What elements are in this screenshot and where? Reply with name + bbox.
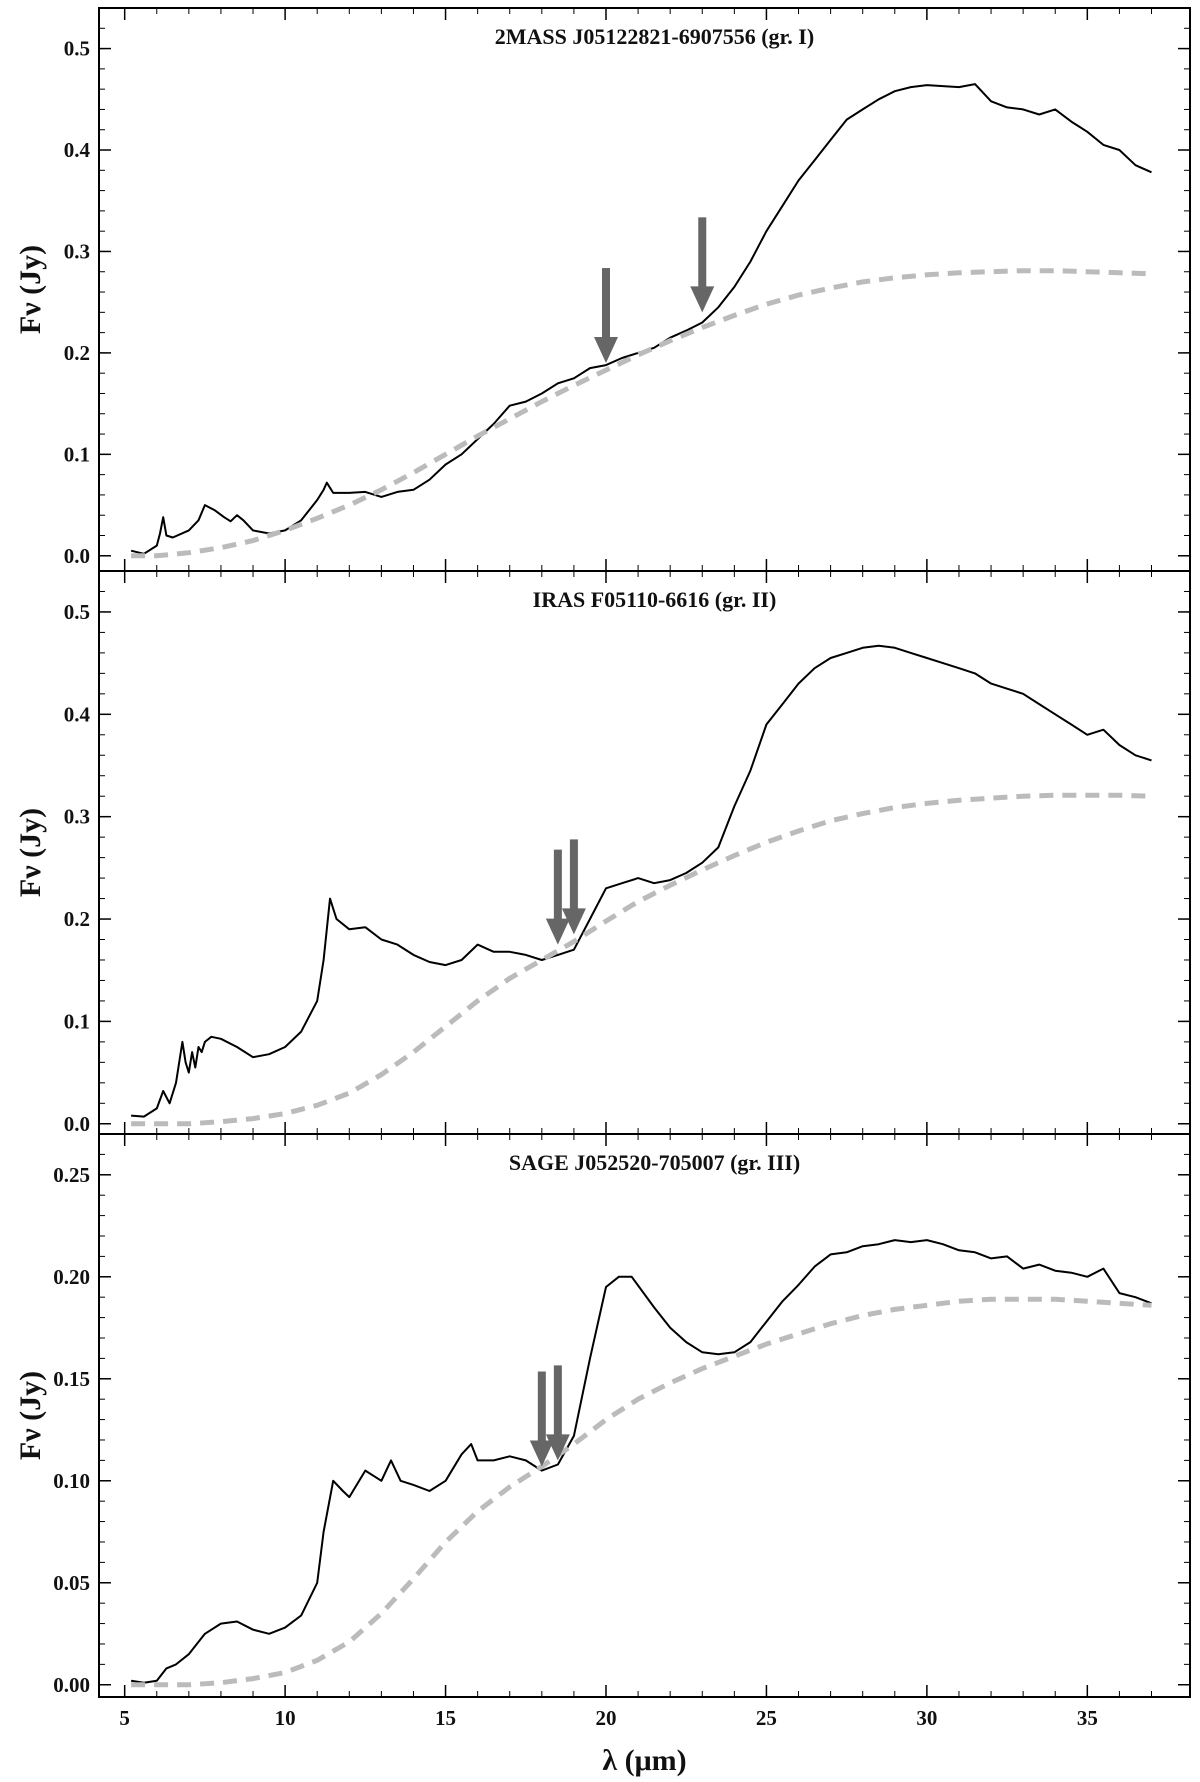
y-tick-label: 0.5 xyxy=(64,37,90,61)
arrow-marker-shaft xyxy=(569,839,578,911)
y-tick-label: 0.1 xyxy=(64,1009,90,1033)
arrow-marker-head xyxy=(561,908,586,935)
x-tick-label: 20 xyxy=(595,1706,616,1730)
x-tick-label: 25 xyxy=(756,1706,777,1730)
arrow-marker-shaft xyxy=(698,217,707,289)
y-tick-label: 0.4 xyxy=(64,702,91,726)
panel-2: 0.0 0.1 0.2 0.3 0.4 0.5 IRAS F05110-6616 (gr. … xyxy=(14,570,1191,1136)
y-tick-label: 0.0 xyxy=(64,1112,90,1136)
y-tick-label: 0.15 xyxy=(53,1367,90,1391)
y-tick-label: 0.2 xyxy=(64,341,90,365)
y-tick-label: 0.3 xyxy=(64,805,90,829)
panel-frame xyxy=(98,1133,1191,1698)
panel-frame xyxy=(98,7,1191,572)
y-tick-label: 0.10 xyxy=(53,1469,90,1493)
model-curve xyxy=(131,792,1152,1127)
y-tick-label: 0.2 xyxy=(64,907,90,931)
model-curve xyxy=(131,268,1152,559)
panel-title: IRAS F05110-6616 (gr. II) xyxy=(533,587,777,612)
y-tick-label: 0.00 xyxy=(53,1673,90,1697)
y-axis-label: Fν (Jy) xyxy=(14,1371,47,1460)
panel-3: 0.00 0.05 0.10 0.15 0.20 0.25 5 10 15 20 25 30 35 SAG… xyxy=(14,1133,1191,1777)
panel-title: 2MASS J05122821-6907556 (gr. I) xyxy=(495,24,814,49)
arrow-marker-head xyxy=(593,337,618,364)
x-tick-label: 5 xyxy=(119,1706,130,1730)
y-tick-label: 0.20 xyxy=(53,1265,90,1289)
panel-1: 0.0 0.1 0.2 0.3 0.4 0.5 2MASS J05122821-690755… xyxy=(14,7,1191,572)
x-tick-label: 10 xyxy=(275,1706,296,1730)
arrow-marker-shaft xyxy=(553,849,562,921)
y-tick-label: 0.1 xyxy=(64,442,90,466)
arrow-marker-shaft xyxy=(537,1371,546,1443)
y-tick-label: 0.05 xyxy=(53,1571,90,1595)
spectrum-curve xyxy=(131,644,1152,1118)
arrow-marker-head xyxy=(545,918,570,945)
x-tick-label: 35 xyxy=(1077,1706,1098,1730)
arrow-marker-shaft xyxy=(553,1365,562,1437)
x-tick-label: 30 xyxy=(916,1706,937,1730)
arrow-marker-head xyxy=(545,1434,570,1461)
y-tick-label: 0.4 xyxy=(64,138,91,162)
y-axis-label: Fν (Jy) xyxy=(14,245,47,334)
arrow-marker-shaft xyxy=(601,268,610,340)
model-curve xyxy=(131,1296,1152,1688)
y-axis-label: Fν (Jy) xyxy=(14,808,47,897)
y-tick-label: 0.0 xyxy=(64,544,90,568)
panel-title: SAGE J052520-705007 (gr. III) xyxy=(509,1150,800,1175)
spectrum-curve xyxy=(130,83,1152,555)
y-tick-label: 0.25 xyxy=(53,1163,90,1187)
spectrum-curve xyxy=(130,1239,1152,1684)
arrow-marker-head xyxy=(690,286,715,313)
y-tick-label: 0.5 xyxy=(64,600,90,624)
x-axis-label: λ (μm) xyxy=(602,1744,686,1777)
panel-frame xyxy=(98,570,1191,1135)
x-tick-label: 15 xyxy=(435,1706,456,1730)
arrow-marker-head xyxy=(529,1440,554,1467)
y-tick-label: 0.3 xyxy=(64,239,90,263)
